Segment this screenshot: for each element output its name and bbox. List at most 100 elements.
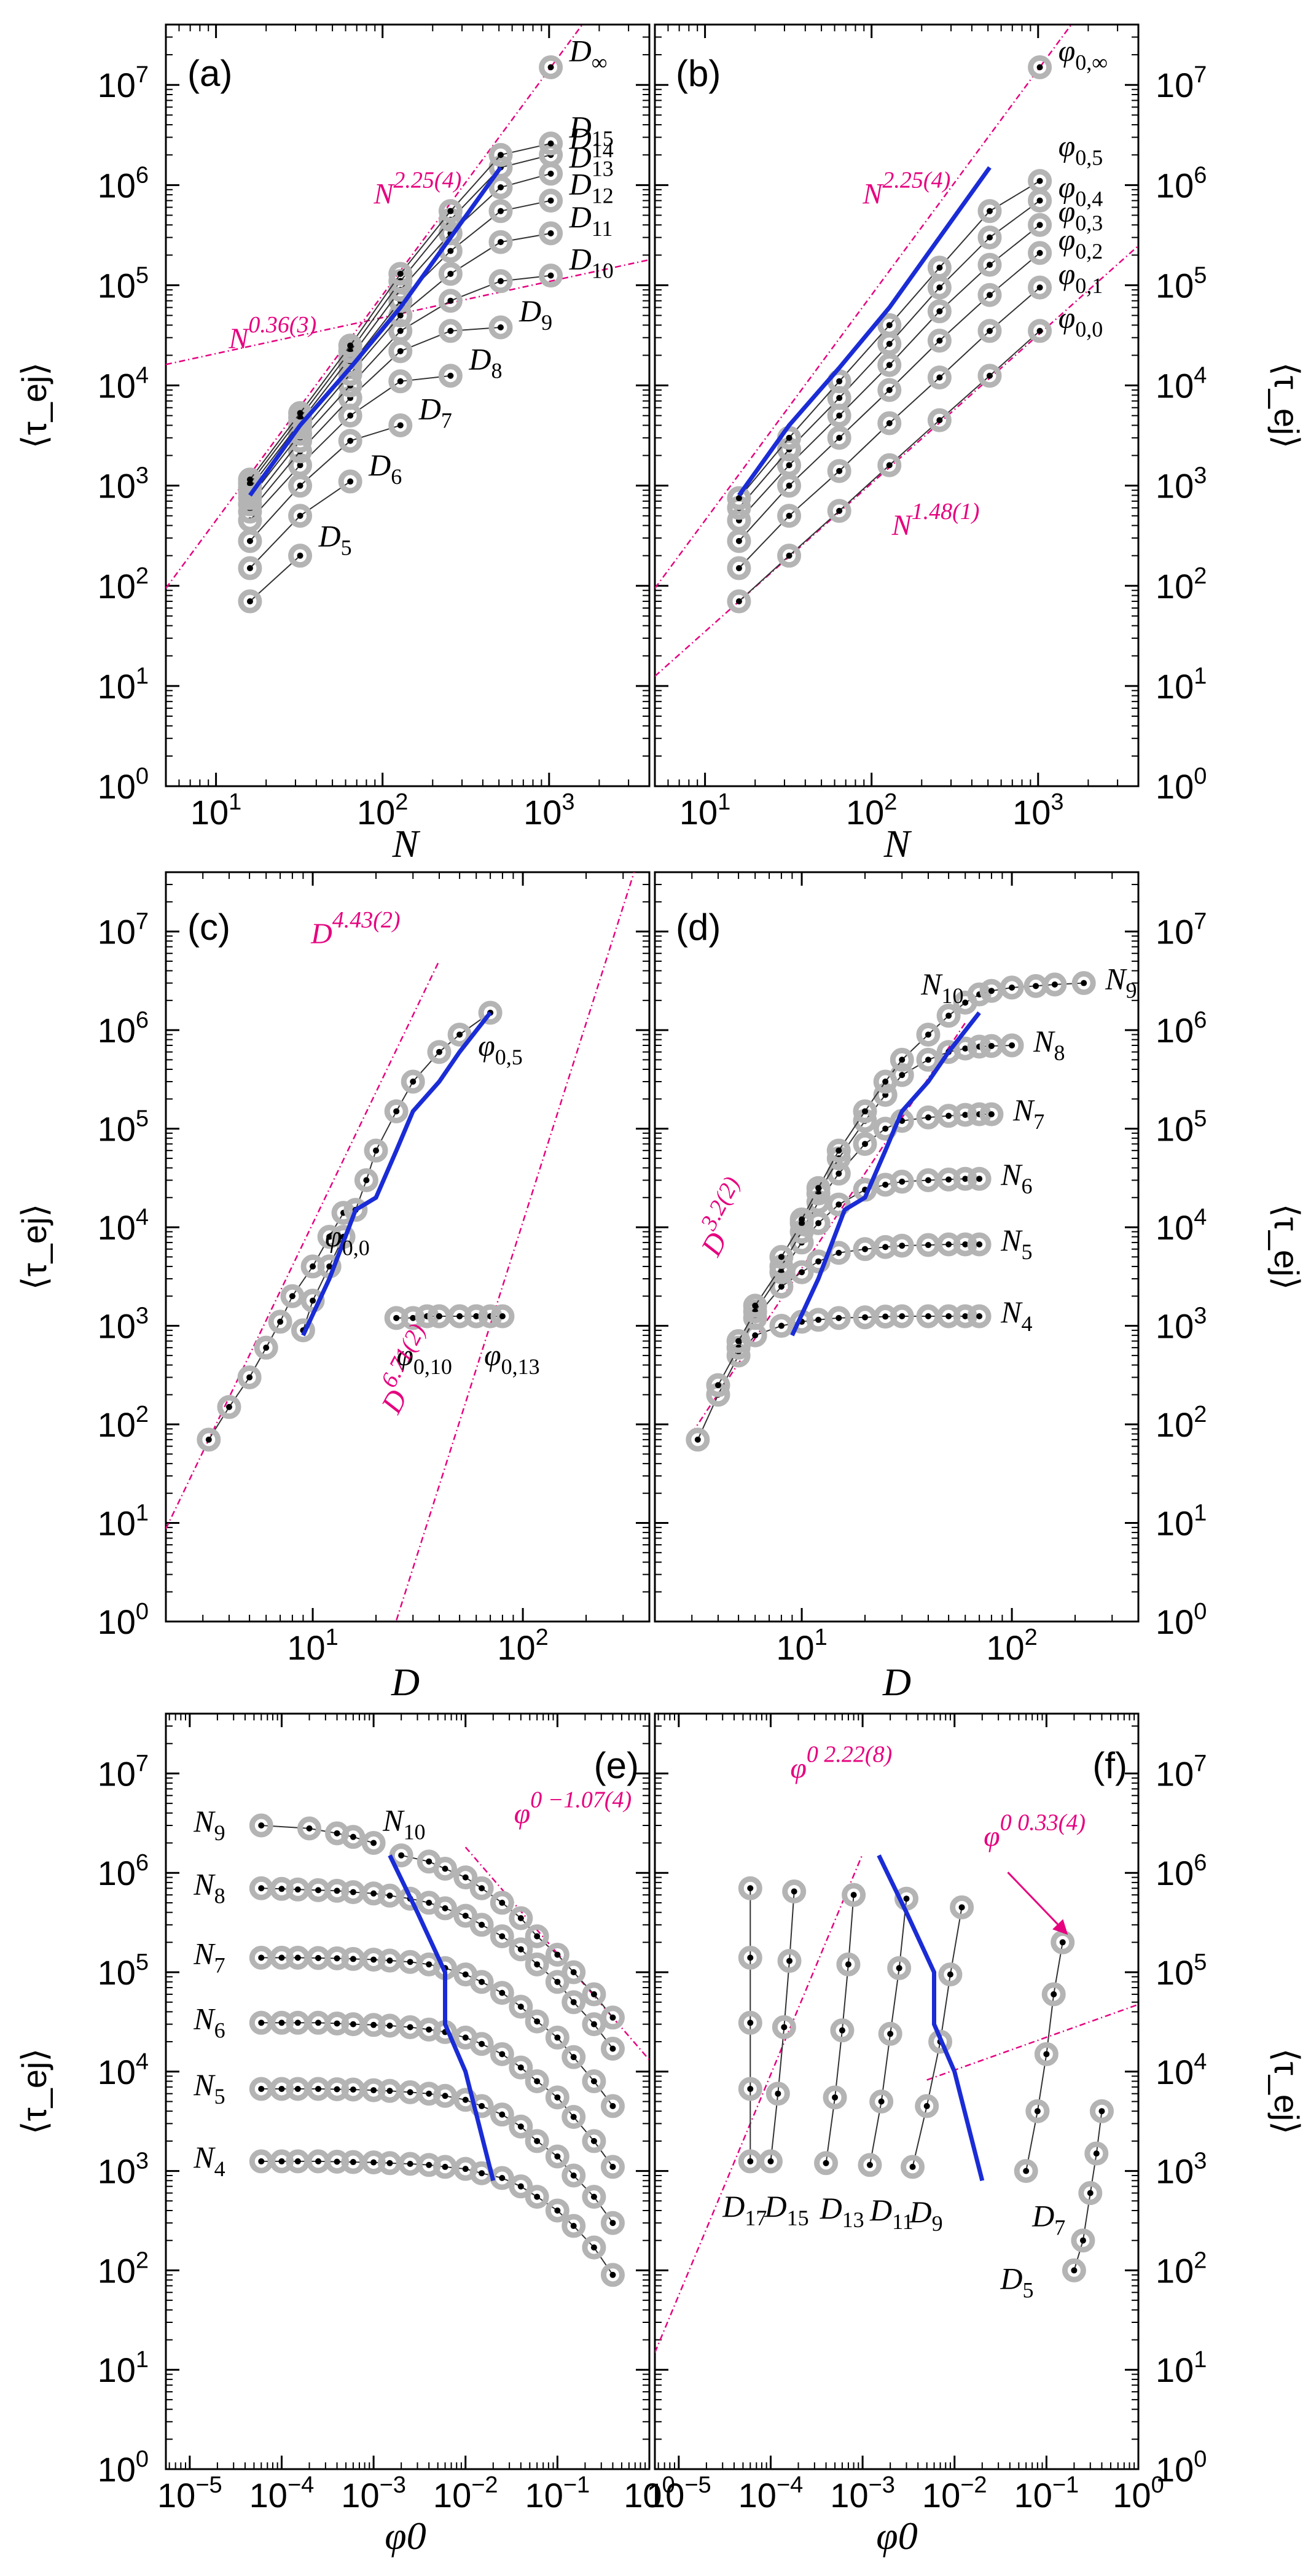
curve-label: D10 (569, 242, 614, 283)
data-point-dot (462, 2166, 469, 2172)
crossover-line (877, 1854, 985, 2182)
panel-frame (654, 1712, 1140, 2470)
x-tick-label: 10−4 (249, 2472, 315, 2515)
panel-frame (165, 1712, 651, 2470)
data-point (726, 1329, 751, 1353)
data-point (562, 2214, 586, 2238)
data-point-dot (694, 1436, 701, 1443)
data-point-dot (735, 565, 742, 572)
data-point-dot (1093, 2150, 1100, 2157)
y-tick-label: 102 (1156, 563, 1207, 606)
data-point-dot (386, 2088, 393, 2094)
data-point-dot (258, 2020, 265, 2026)
data-point-dot (735, 537, 742, 544)
data-point-dot (297, 462, 303, 469)
data-point (291, 1318, 315, 1343)
data-point (354, 1168, 378, 1192)
data-point-dot (882, 1125, 889, 1132)
y-tick-label: 101 (1156, 2347, 1207, 2389)
data-point-dot (1098, 2108, 1105, 2115)
data-point (1071, 2228, 1095, 2253)
data-point (545, 2025, 569, 2050)
data-point-dot (836, 507, 843, 514)
data-point (438, 262, 463, 286)
data-point-dot (479, 1885, 485, 1892)
data-point-dot (554, 1951, 561, 1958)
data-point-dot (499, 1933, 506, 1940)
fit-label-text: D4.43(2) (310, 907, 400, 950)
data-point-dot (426, 1961, 432, 1968)
y-tick-label: 107 (1156, 62, 1207, 104)
xlabel-b: N (883, 822, 912, 865)
panel-frame (165, 871, 651, 1623)
data-point-dot (747, 1885, 754, 1892)
data-point-dot (386, 2160, 393, 2166)
data-point-dot (554, 2153, 561, 2160)
panel-label-e: (e) (594, 1745, 639, 1786)
data-point (1028, 55, 1052, 79)
data-point (490, 1891, 514, 1915)
data-point-dot (862, 1108, 869, 1115)
data-point-dot (534, 2137, 541, 2144)
data-point (469, 1970, 494, 1994)
data-point (1084, 2141, 1109, 2166)
data-point-dot (499, 1989, 506, 1996)
data-point-dot (310, 1297, 316, 1304)
data-point-dot (246, 476, 253, 483)
data-point-dot (347, 437, 354, 444)
data-point-dot (590, 2021, 597, 2028)
data-point-dot (836, 434, 843, 441)
data-point-dot (882, 1181, 889, 1188)
data-point-dot (263, 1345, 270, 1351)
data-point (582, 2235, 606, 2260)
y-tick-label: 100 (1156, 1599, 1207, 1641)
data-point-dot (1036, 327, 1043, 334)
data-point-dot (882, 1244, 889, 1251)
y-tick-label: 104 (98, 1204, 149, 1247)
data-point-dot (534, 2078, 541, 2085)
x-tick-label: 10−3 (830, 2472, 895, 2515)
data-point (539, 189, 563, 213)
data-point-dot (899, 1243, 906, 1249)
data-point-dot (986, 292, 993, 299)
y-tick-label: 100 (1156, 763, 1207, 806)
data-point (317, 1225, 342, 1249)
data-point-dot (735, 598, 742, 605)
data-point-dot (570, 2223, 577, 2230)
y-tick-label: 106 (98, 1007, 149, 1050)
crossover-line (301, 1011, 492, 1337)
data-point-dot (278, 1954, 285, 1961)
data-point (338, 429, 362, 453)
data-point-dot (334, 1830, 340, 1836)
data-point-dot (410, 1314, 417, 1321)
y-tick-label: 105 (98, 1106, 149, 1149)
data-point-dot (862, 1314, 869, 1321)
data-point-dot (517, 2123, 524, 2130)
data-point-dot (499, 2175, 506, 2182)
data-point-dot (258, 2158, 265, 2164)
curve-label: D7 (418, 391, 452, 432)
data-point-dot (923, 2102, 930, 2109)
data-point (1041, 1982, 1066, 2007)
data-point-dot (315, 2085, 322, 2092)
data-point-dot (517, 2064, 524, 2071)
data-point-dot (714, 1382, 721, 1389)
curve-label: N6 (193, 2001, 225, 2042)
data-point (727, 556, 751, 580)
data-point-dot (781, 2024, 788, 2031)
data-point (562, 1990, 586, 2015)
data-point (927, 408, 952, 432)
data-point (953, 1166, 977, 1191)
xlabel-c: D (391, 1660, 420, 1704)
curve-label: N4 (1000, 1295, 1032, 1336)
data-point (509, 2055, 533, 2080)
data-point (1034, 2042, 1059, 2066)
y-axis-title: ⟨τ_ej⟩ (15, 2048, 53, 2135)
data-point-dot (590, 2193, 597, 2200)
data-point-dot (786, 552, 792, 559)
data-point (343, 1198, 368, 1222)
data-point-dot (462, 1874, 469, 1881)
data-point-dot (426, 2161, 432, 2168)
